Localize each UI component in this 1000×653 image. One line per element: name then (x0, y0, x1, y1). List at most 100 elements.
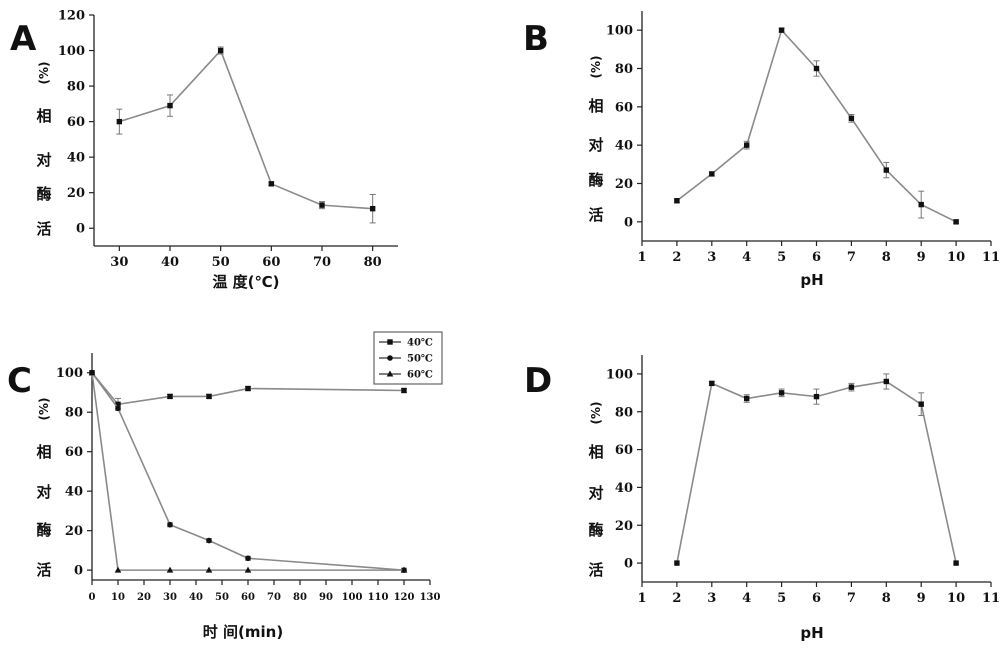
x-tick-label: 0 (89, 592, 96, 603)
x-tick-label: 40 (161, 255, 179, 270)
x-tick-label: 100 (342, 592, 363, 603)
x-tick-label: 1 (637, 591, 646, 606)
x-tick-label: 8 (882, 250, 891, 265)
series-line (91, 372, 405, 571)
y-tick-label: 20 (615, 177, 633, 192)
data-point (674, 560, 680, 566)
legend-entry: 40℃ (407, 338, 433, 349)
x-tick-label: 70 (313, 255, 331, 270)
x-tick-label: 2 (672, 591, 681, 606)
x-tick-label: 11 (982, 591, 1000, 606)
x-tick-label: 50 (212, 255, 230, 270)
data-point (744, 142, 750, 148)
x-tick-label: 7 (847, 250, 856, 265)
y-tick-label: 100 (606, 24, 633, 39)
data-point (369, 205, 376, 212)
y-tick-label: 80 (615, 62, 633, 77)
data-point (387, 339, 393, 345)
y-tick-label: 0 (624, 215, 633, 230)
series-40℃ (89, 370, 407, 411)
x-tick-label: 4 (742, 591, 751, 606)
y-axis-label-char: 对 (588, 484, 603, 502)
legend-entry: 60℃ (407, 370, 433, 381)
y-tick-label: 60 (615, 443, 633, 458)
x-tick-label: 80 (364, 255, 382, 270)
y-tick-label: 80 (65, 406, 83, 421)
y-axis-label-char: 相 (588, 97, 603, 115)
y-axis-label-char: 活 (588, 561, 603, 579)
series-line (91, 372, 404, 571)
y-axis-label-char: 酶 (36, 185, 51, 203)
panel-label: A (10, 19, 37, 59)
data-point (918, 401, 924, 407)
y-axis-label-char: 活 (36, 220, 51, 238)
x-tick-label: 9 (917, 250, 926, 265)
x-tick-label: 60 (241, 592, 255, 603)
data-point (114, 566, 122, 573)
data-point (115, 405, 121, 412)
data-point (88, 369, 96, 376)
data-point (918, 201, 924, 208)
series-50℃ (89, 369, 407, 573)
x-axis-label: 温 度(℃) (212, 273, 279, 291)
data-point (813, 393, 820, 400)
data-point (244, 566, 252, 573)
series-0 (116, 46, 376, 224)
series-0 (674, 373, 959, 566)
y-axis-unit: (%) (589, 56, 603, 79)
data-point (778, 27, 785, 33)
series-60℃ (88, 369, 408, 573)
data-point (116, 118, 123, 125)
y-tick-label: 40 (615, 139, 633, 154)
data-point (387, 355, 393, 361)
y-axis-label-char: 酶 (588, 521, 603, 539)
y-tick-label: 100 (56, 366, 83, 381)
data-point (778, 390, 785, 396)
y-axis-label-char: 活 (588, 206, 603, 224)
x-tick-label: 2 (672, 250, 681, 265)
series-line (676, 28, 957, 223)
data-point (245, 385, 251, 392)
series-line (676, 380, 957, 564)
x-tick-label: 7 (847, 591, 856, 606)
x-tick-label: 80 (293, 592, 307, 603)
y-axis-label-char: 对 (36, 483, 51, 501)
data-point (848, 384, 855, 390)
y-axis-unit: (%) (589, 402, 603, 425)
x-tick-label: 8 (882, 591, 891, 606)
data-point (744, 395, 750, 402)
x-tick-label: 70 (267, 592, 281, 603)
y-axis-unit: (%) (37, 62, 51, 85)
y-tick-label: 40 (65, 485, 83, 500)
data-point (115, 401, 121, 408)
y-tick-label: 100 (58, 44, 85, 59)
y-tick-label: 80 (615, 405, 633, 420)
x-tick-label: 90 (319, 592, 333, 603)
x-tick-label: 11 (982, 250, 1000, 265)
data-point (709, 380, 715, 387)
x-tick-label: 40 (189, 592, 203, 603)
x-axis-label: 时 间(min) (203, 623, 283, 641)
data-point (166, 566, 174, 573)
y-tick-label: 20 (65, 524, 83, 539)
data-point (268, 181, 275, 187)
data-point (167, 393, 173, 400)
x-tick-label: 5 (777, 250, 786, 265)
series-0 (673, 27, 960, 225)
data-point (206, 537, 212, 544)
data-point (813, 65, 820, 72)
data-point (953, 560, 959, 566)
y-axis-label-char: 相 (36, 443, 51, 461)
data-point (674, 198, 680, 204)
x-tick-label: 5 (777, 591, 786, 606)
y-tick-label: 60 (65, 445, 83, 460)
data-point (167, 521, 173, 528)
data-point (245, 555, 251, 562)
x-tick-label: 3 (707, 250, 716, 265)
y-tick-label: 20 (67, 186, 85, 201)
x-tick-label: 30 (110, 255, 128, 270)
series-line (91, 372, 405, 406)
